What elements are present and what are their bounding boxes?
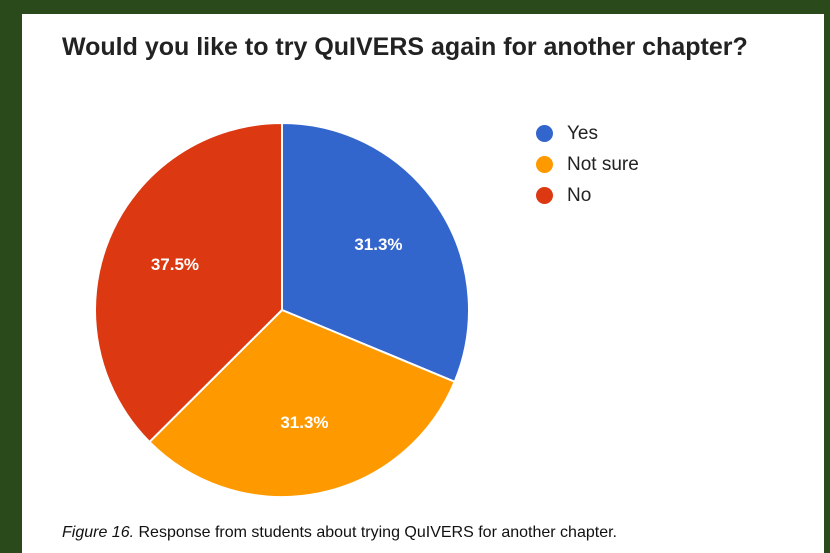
- chart-legend: Yes Not sure No: [536, 118, 639, 211]
- figure-caption: Figure 16. Response from students about …: [62, 524, 822, 542]
- legend-item-not-sure: Not sure: [536, 149, 639, 180]
- chart-panel: Would you like to try QuIVERS again for …: [22, 14, 824, 553]
- figure-label: Figure 16.: [62, 524, 135, 541]
- legend-swatch-yes: [536, 125, 553, 142]
- slice-label-yes: 31.3%: [354, 235, 402, 254]
- legend-swatch-not-sure: [536, 156, 553, 173]
- caption-text: Response from students about trying QuIV…: [134, 524, 617, 541]
- legend-label-no: No: [567, 184, 592, 206]
- slice-label-not-sure: 31.3%: [280, 413, 328, 432]
- chart-title: Would you like to try QuIVERS again for …: [62, 33, 748, 61]
- legend-label-not-sure: Not sure: [567, 153, 639, 175]
- legend-item-yes: Yes: [536, 118, 639, 149]
- legend-label-yes: Yes: [567, 122, 598, 144]
- pie-slice-yes: [281, 121, 470, 384]
- legend-swatch-no: [536, 187, 553, 204]
- legend-item-no: No: [536, 180, 639, 211]
- slice-label-no: 37.5%: [151, 255, 199, 274]
- pie-slice-not-sure: [148, 308, 456, 498]
- pie-slice-no: [94, 121, 283, 444]
- pie-chart: 31.3% 31.3% 37.5%: [94, 121, 470, 498]
